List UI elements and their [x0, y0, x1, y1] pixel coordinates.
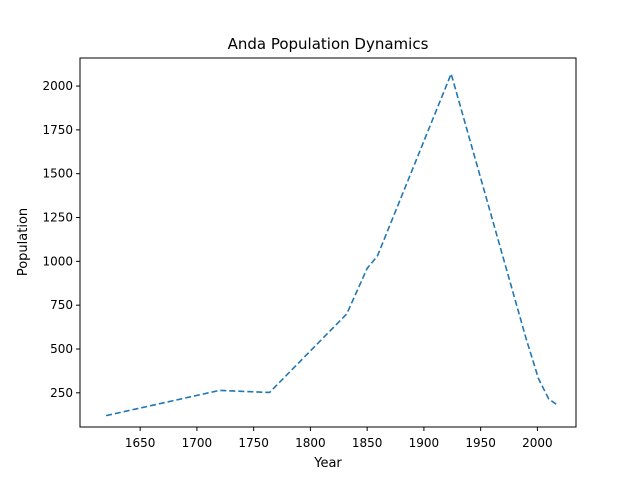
axes-frame [79, 57, 577, 428]
x-tick-label: 1800 [295, 436, 326, 450]
x-axis: 1650 1700 1750 1800 1850 1900 1950 2000 [125, 427, 553, 450]
y-tick-label: 250 [50, 386, 73, 400]
x-tick-label: 2000 [522, 436, 553, 450]
y-tick-label: 1000 [42, 254, 73, 268]
series-line-1 [105, 71, 559, 417]
x-tick-label: 1700 [182, 436, 213, 450]
x-axis-label: Year [313, 456, 342, 471]
y-tick-label: 2000 [42, 79, 73, 93]
y-tick-label: 1250 [42, 211, 73, 225]
x-tick-label: 1950 [465, 436, 496, 450]
x-tick-label: 1750 [238, 436, 269, 450]
plot-area [105, 71, 559, 417]
chart-title: Anda Population Dynamics [228, 35, 429, 53]
y-tick-label: 500 [50, 342, 73, 356]
x-tick-label: 1650 [125, 436, 156, 450]
y-tick-label: 1500 [42, 167, 73, 181]
x-tick-label: 1900 [409, 436, 440, 450]
y-tick-label: 1750 [42, 123, 73, 137]
x-tick-label: 1850 [352, 436, 383, 450]
y-axis-label: Population [16, 208, 31, 276]
y-tick-label: 750 [50, 298, 73, 312]
y-axis: 250 500 750 1000 1250 1500 1750 2000 [42, 79, 80, 400]
